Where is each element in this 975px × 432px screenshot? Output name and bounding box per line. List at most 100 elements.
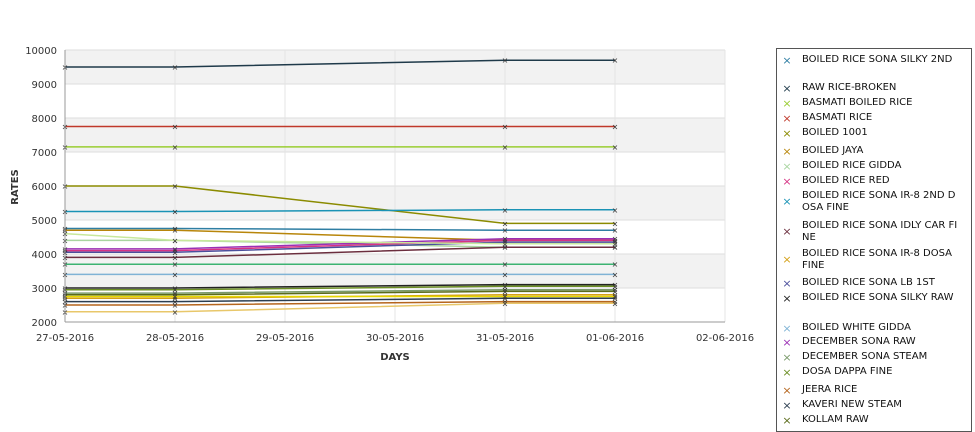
series-line [65,241,615,254]
data-point-marker: × [172,182,179,191]
data-point-marker: × [612,291,619,300]
legend-label: BASMATI BOILED RICE [802,97,913,108]
data-point-marker: × [612,243,619,252]
series-line [65,237,615,250]
data-point-marker: × [612,286,619,295]
series-line [65,285,615,291]
legend-marker-icon: × [782,322,792,335]
data-point-marker: × [172,294,179,303]
y-tick-label: 9000 [32,80,57,91]
data-point-marker: × [502,243,509,252]
data-point-marker: × [612,123,619,132]
data-point-marker: × [612,282,619,291]
y-tick-label: 4000 [32,250,57,261]
data-point-marker: × [502,291,509,300]
series-line [65,209,615,213]
data-point-marker: × [612,235,619,244]
data-point-marker: × [502,270,509,279]
legend-marker-icon: × [782,175,792,188]
legend-marker-icon: × [782,160,792,173]
x-tick-label: 30-05-2016 [366,333,424,344]
legend-label: BOILED RICE SONA LB 1ST [802,277,935,288]
legend-label: BOILED RICE GIDDA [802,160,902,171]
data-point-marker: × [502,123,509,132]
data-point-marker: × [172,236,179,245]
data-point-marker: × [612,238,619,247]
data-point-marker: × [502,238,509,247]
data-point-marker: × [172,308,179,317]
data-point-marker: × [502,282,509,291]
series-line [65,239,615,252]
legend-marker-icon: × [782,399,792,412]
legend-marker-icon: × [782,82,792,95]
series-line [65,302,615,313]
data-point-marker: × [502,143,509,152]
legend-marker-icon: × [782,145,792,158]
legend-marker-icon: × [782,195,792,208]
data-point-marker: × [172,289,179,298]
data-point-marker: × [502,240,509,249]
data-point-marker: × [502,260,509,269]
data-point-marker: × [172,225,179,234]
legend-marker-icon: × [782,384,792,397]
data-point-marker: × [172,260,179,269]
data-point-marker: × [172,123,179,132]
data-point-marker: × [502,293,509,302]
data-point-marker: × [502,298,509,307]
legend-marker-icon: × [782,225,792,238]
legend-marker-icon: × [782,414,792,427]
legend-label: BOILED RICE SONA SILKY 2ND [802,54,953,65]
data-point-marker: × [502,281,509,290]
legend-label: DOSA DAPPA FINE [802,366,893,377]
x-tick-label: 02-06-2016 [696,333,754,344]
series-line [64,232,615,245]
data-point-marker: × [172,247,179,256]
data-point-marker: × [502,236,509,245]
data-point-marker: × [502,235,509,244]
legend-marker-icon: × [782,277,792,290]
legend-label: KOLLAM RAW [802,414,869,425]
legend-marker-icon: × [782,292,792,305]
x-tick-label: 27-05-2016 [36,333,94,344]
legend-marker-icon: × [782,366,792,379]
legend-label: BOILED RICE RED [802,175,890,186]
data-point-marker: × [502,286,509,295]
data-point-marker: × [172,226,179,235]
data-point-marker: × [612,143,619,152]
legend-label: DECEMBER SONA RAW [802,336,916,347]
series-line [65,185,615,225]
y-tick-label: 2000 [32,318,57,329]
data-point-marker: × [612,219,619,228]
series-line [65,288,615,294]
series-line [65,246,615,259]
data-point-marker: × [612,298,619,307]
data-point-marker: × [502,299,509,308]
data-point-marker: × [172,253,179,262]
legend-marker-icon: × [782,97,792,110]
data-point-marker: × [502,226,509,235]
data-point-marker: × [172,143,179,152]
legend-label: BOILED RICE SONA IR-8 DOSA FINE [802,248,952,271]
data-point-marker: × [172,270,179,279]
series-line [65,283,615,289]
x-tick-label: 29-05-2016 [256,333,314,344]
data-point-marker: × [172,301,179,310]
y-tick-label: 3000 [32,284,57,295]
legend-marker-icon: × [782,112,792,125]
legend-label: BOILED RICE SONA IDLY CAR FINE [802,220,958,243]
legend-label: BOILED WHITE GIDDA [802,322,911,333]
legend-label: BOILED RICE SONA IR-8 2ND DOSA FINE [802,190,956,213]
y-axis-label: RATES [10,169,21,205]
data-point-marker: × [612,294,619,303]
x-axis-label: DAYS [380,352,410,363]
data-point-marker: × [612,281,619,290]
data-point-marker: × [172,284,179,293]
x-tick-label: 31-05-2016 [476,333,534,344]
data-point-marker: × [172,293,179,302]
x-tick-label: 28-05-2016 [146,333,204,344]
data-point-marker: × [502,219,509,228]
data-point-marker: × [172,291,179,300]
data-point-marker: × [172,208,179,217]
data-point-marker: × [612,299,619,308]
